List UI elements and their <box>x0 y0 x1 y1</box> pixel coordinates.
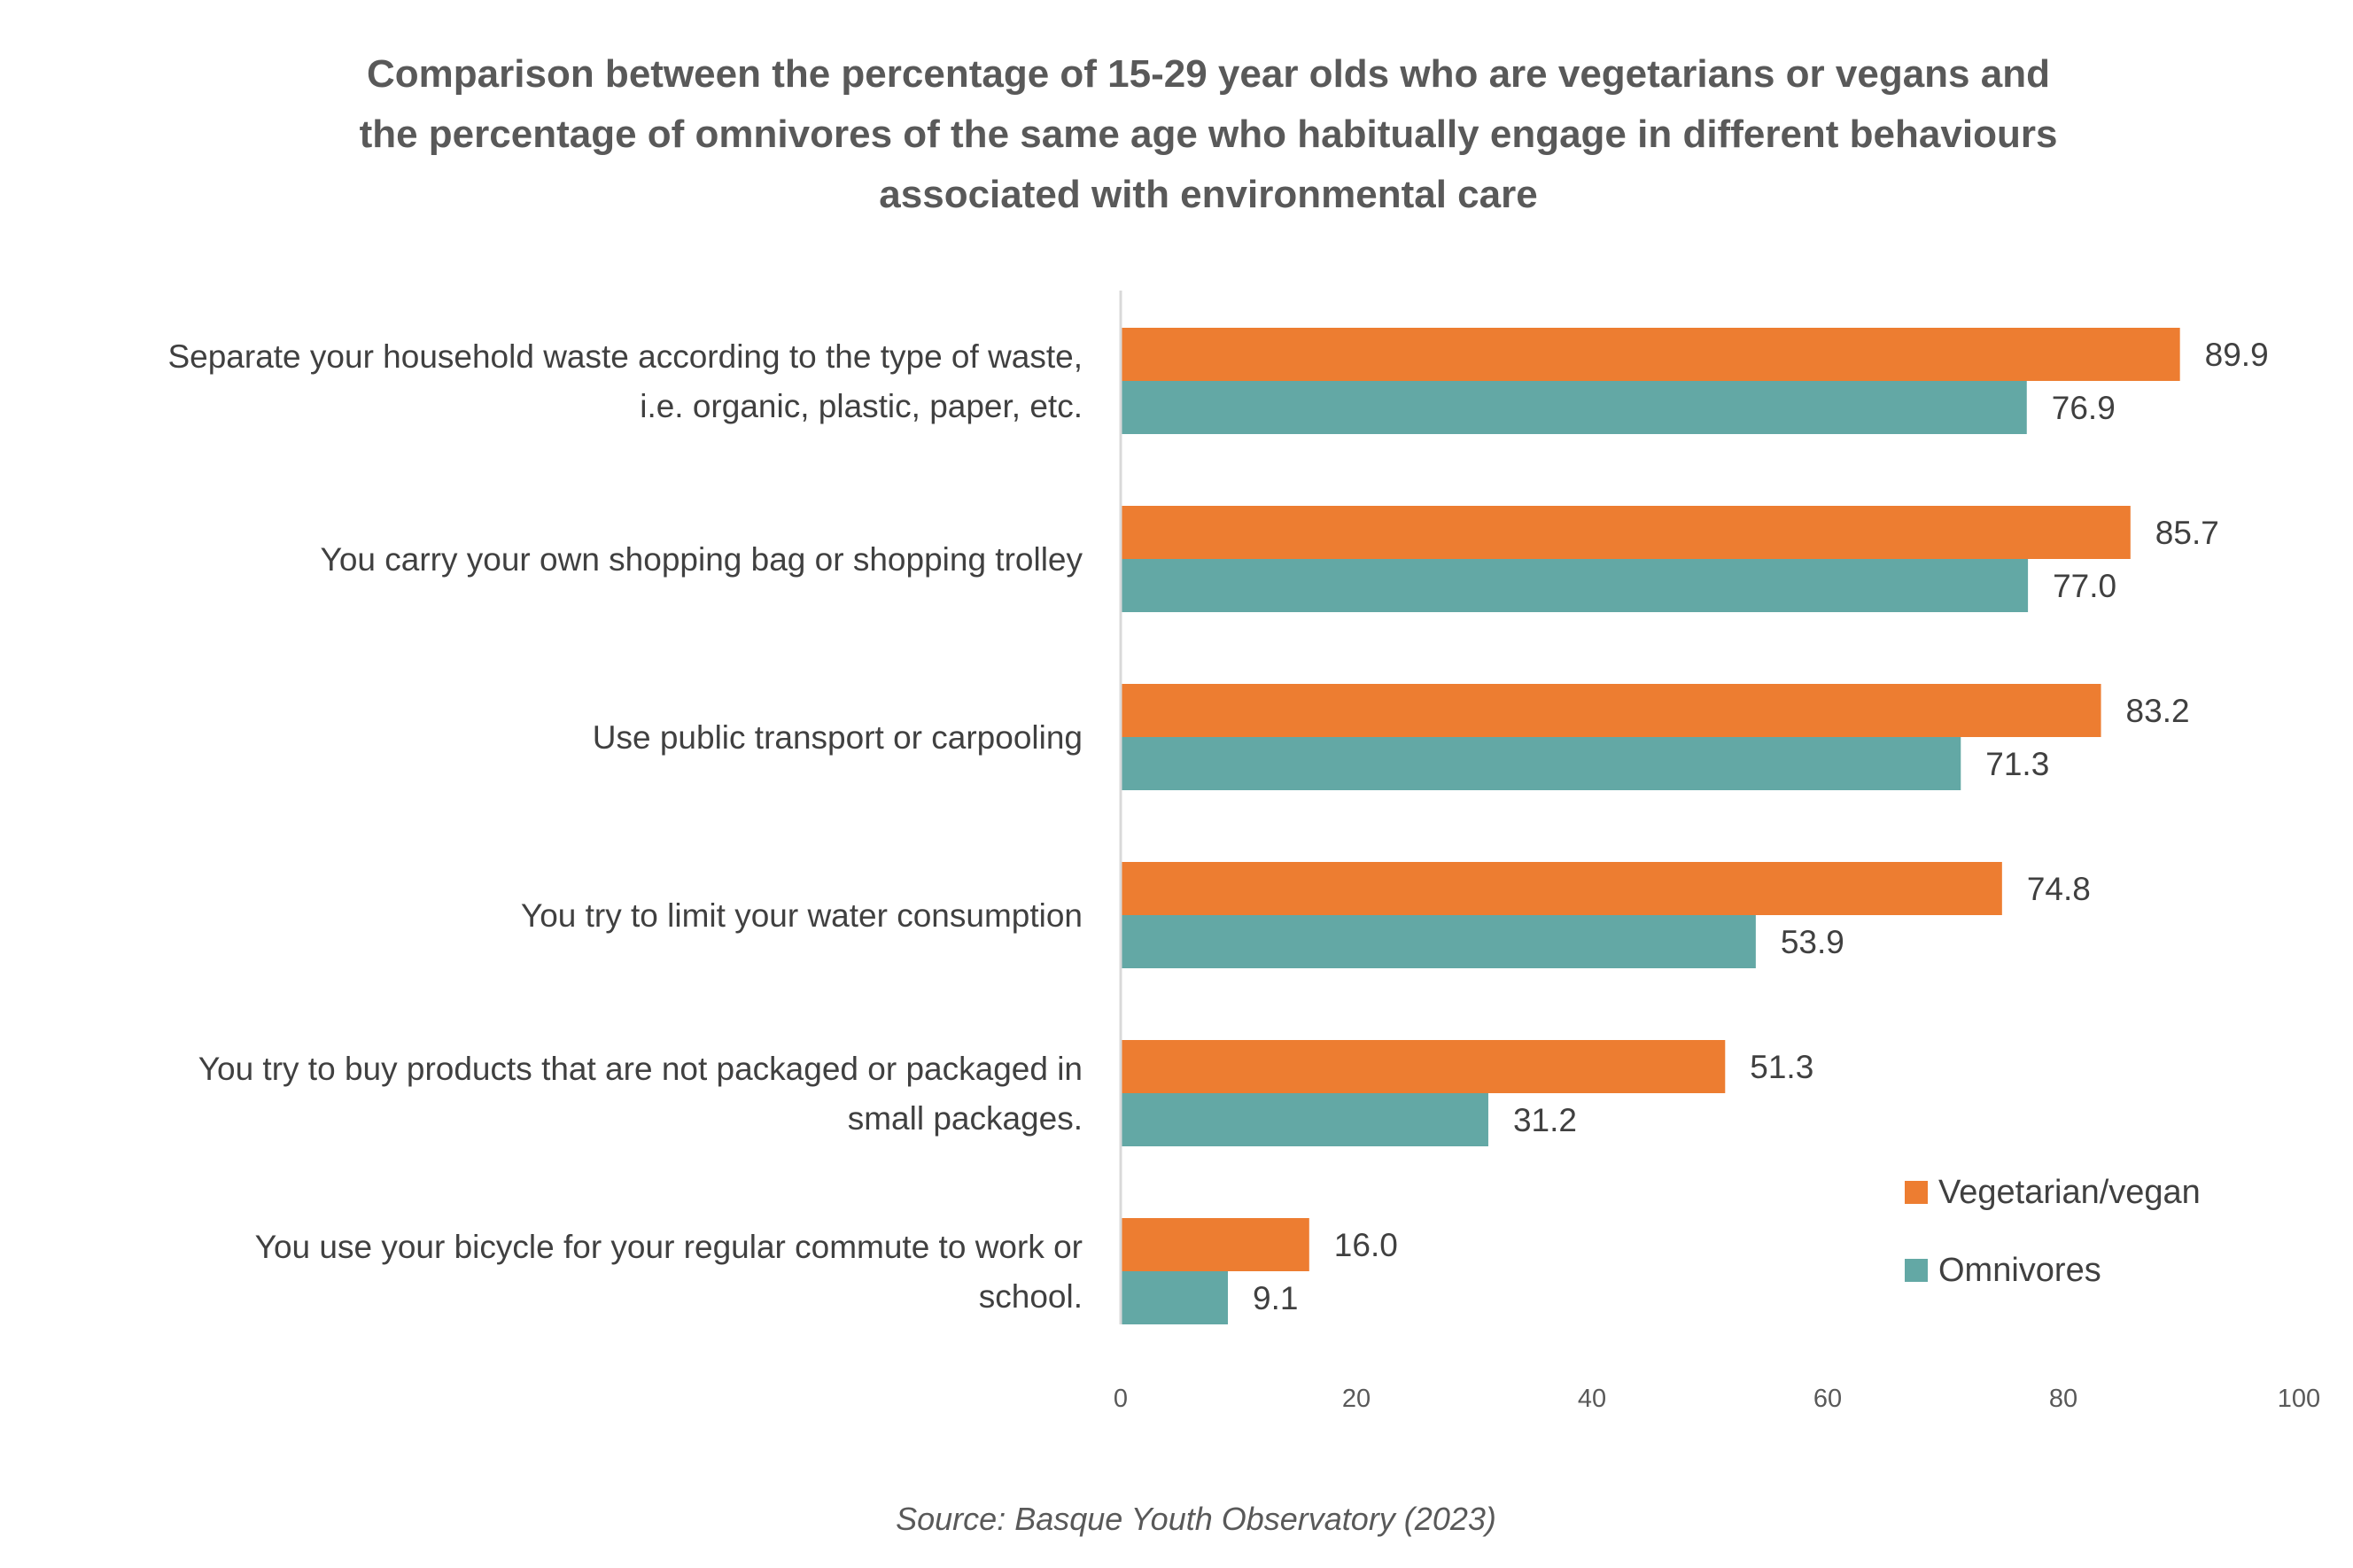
bar-vegetarian <box>1121 1218 1309 1271</box>
x-tick-label: 20 <box>1342 1385 1371 1413</box>
category-labels: Separate your household waste according … <box>167 338 1083 1315</box>
bar-vegetarian <box>1121 1040 1726 1093</box>
data-label: 51.3 <box>1750 1049 1813 1085</box>
bar-omnivores <box>1121 1271 1229 1324</box>
chart-title-line: associated with environmental care <box>879 173 1537 216</box>
data-label: 77.0 <box>2053 568 2116 604</box>
bar-omnivores <box>1121 381 2027 434</box>
source-note: Source: Basque Youth Observatory (2023) <box>896 1501 1496 1537</box>
data-label: 53.9 <box>1781 924 1844 960</box>
data-label: 71.3 <box>1985 746 2049 782</box>
bar-vegetarian <box>1121 684 2101 737</box>
category-label: You carry your own shopping bag or shopp… <box>321 541 1083 578</box>
data-label: 74.8 <box>2027 871 2091 907</box>
chart-title-line: Comparison between the percentage of 15-… <box>367 52 2050 96</box>
bar-vegetarian <box>1121 506 2131 559</box>
legend-swatch-vegetarian <box>1905 1181 1928 1204</box>
category-label: You try to buy products that are not pac… <box>198 1051 1083 1087</box>
x-tick-label: 40 <box>1578 1385 1606 1413</box>
x-tick-label: 80 <box>2049 1385 2077 1413</box>
data-label: 83.2 <box>2126 693 2190 729</box>
bar-omnivores <box>1121 1093 1488 1146</box>
bar-omnivores <box>1121 915 1756 968</box>
bar-vegetarian <box>1121 862 2002 915</box>
category-label: You use your bicycle for your regular co… <box>255 1229 1083 1265</box>
data-label: 76.9 <box>2052 390 2116 426</box>
category-label: small packages. <box>848 1100 1083 1137</box>
bar-vegetarian <box>1121 328 2180 381</box>
bars <box>1121 328 2180 1324</box>
category-label: Use public transport or carpooling <box>593 719 1083 756</box>
data-labels: 89.9 76.9 85.7 77.0 83.2 71.3 74.8 53.9 51.3 31.2… <box>1253 337 2269 1316</box>
data-label: 85.7 <box>2155 515 2219 551</box>
data-label: 16.0 <box>1334 1227 1398 1263</box>
data-label: 89.9 <box>2205 337 2269 373</box>
chart-title-line: the percentage of omnivores of the same … <box>360 113 2058 156</box>
x-tick-label: 0 <box>1114 1385 1128 1413</box>
legend: Vegetarian/vegan Omnivores <box>1905 1174 2201 1289</box>
bar-omnivores <box>1121 737 1961 790</box>
category-label: You try to limit your water consumption <box>521 897 1083 934</box>
legend-label: Omnivores <box>1938 1252 2101 1289</box>
data-label: 31.2 <box>1513 1102 1577 1138</box>
legend-label: Vegetarian/vegan <box>1938 1174 2201 1211</box>
category-label: school. <box>979 1278 1083 1315</box>
x-axis-ticks: 0 20 40 60 80 100 <box>1114 1385 2320 1413</box>
data-label: 9.1 <box>1253 1280 1298 1316</box>
category-label: i.e. organic, plastic, paper, etc. <box>640 388 1083 424</box>
category-label: Separate your household waste according … <box>167 338 1083 375</box>
x-tick-label: 60 <box>1813 1385 1842 1413</box>
bar-omnivores <box>1121 559 2029 612</box>
x-tick-label: 100 <box>2278 1385 2320 1413</box>
legend-swatch-omnivores <box>1905 1259 1928 1282</box>
chart-title: Comparison between the percentage of 15-… <box>360 52 2058 216</box>
